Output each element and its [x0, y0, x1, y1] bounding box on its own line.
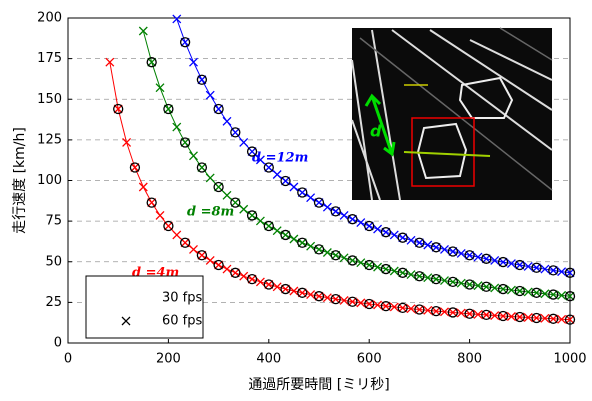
x-marker	[156, 211, 164, 219]
x-marker	[374, 263, 382, 271]
y-tick-label: 25	[45, 295, 62, 310]
x-marker	[307, 194, 315, 202]
y-tick-label: 50	[45, 254, 62, 269]
x-marker	[256, 278, 264, 286]
x-marker	[491, 256, 499, 264]
legend-label: 30 fps	[162, 291, 203, 306]
x-marker	[273, 283, 281, 291]
x-marker	[307, 242, 315, 250]
x-marker	[424, 241, 432, 249]
y-tick-label: 100	[37, 173, 62, 188]
y-axis-label: 走行速度 [km/h]	[12, 127, 28, 234]
x-marker	[323, 203, 331, 211]
x-tick-label: 400	[256, 352, 281, 367]
x-tick-label: 800	[457, 352, 482, 367]
y-tick-label: 175	[37, 51, 62, 66]
y-tick-label: 0	[54, 336, 62, 351]
x-marker	[474, 253, 482, 261]
x-marker	[139, 183, 147, 191]
x-marker	[190, 58, 198, 66]
x-marker	[190, 245, 198, 253]
x-marker	[407, 236, 415, 244]
x-marker	[441, 245, 449, 253]
x-marker	[206, 174, 214, 182]
legend-label: 60 fps	[162, 314, 203, 329]
x-tick-label: 0	[64, 352, 72, 367]
y-tick-label: 125	[37, 132, 62, 147]
x-marker	[206, 91, 214, 99]
x-marker	[173, 15, 181, 23]
x-marker	[290, 183, 298, 191]
legend-box	[86, 276, 203, 338]
x-marker	[273, 227, 281, 235]
x-marker	[139, 27, 147, 35]
x-marker	[290, 287, 298, 295]
x-marker	[240, 272, 248, 280]
x-marker	[307, 291, 315, 299]
y-tick-label: 150	[37, 92, 62, 107]
chart: 0 25 50 75 100 125 150 175 200 0 200 400 600 800 1000 通…	[0, 0, 592, 401]
x-marker	[340, 211, 348, 219]
x-axis-label: 通過所要時間 [ミリ秒]	[248, 377, 389, 393]
legend: 30 fps 60 fps	[86, 276, 203, 338]
x-marker	[340, 254, 348, 262]
x-marker	[357, 219, 365, 227]
x-marker	[240, 205, 248, 213]
x-marker	[374, 225, 382, 233]
x-marker	[390, 231, 398, 239]
x-marker	[323, 248, 331, 256]
x-marker	[190, 152, 198, 160]
x-marker	[223, 191, 231, 199]
x-marker	[357, 259, 365, 267]
y-tick-label: 75	[45, 214, 62, 229]
inset-label: d	[370, 122, 382, 141]
x-marker	[206, 256, 214, 264]
x-tick-label: 200	[156, 352, 181, 367]
curve-label: d =12m	[252, 151, 308, 166]
inset-image: d	[352, 28, 552, 200]
x-marker	[173, 231, 181, 239]
x-marker	[457, 249, 465, 257]
x-tick-label: 1000	[553, 352, 586, 367]
x-tick-label: 600	[357, 352, 382, 367]
x-marker	[407, 271, 415, 279]
x-marker	[223, 117, 231, 125]
x-marker	[290, 235, 298, 243]
x-marker	[223, 265, 231, 273]
x-marker	[173, 123, 181, 131]
inset-background	[352, 28, 552, 200]
x-marker	[156, 84, 164, 92]
curve-label: d =8m	[187, 205, 234, 220]
x-marker	[390, 267, 398, 275]
y-tick-label: 200	[37, 11, 62, 26]
x-marker	[273, 170, 281, 178]
